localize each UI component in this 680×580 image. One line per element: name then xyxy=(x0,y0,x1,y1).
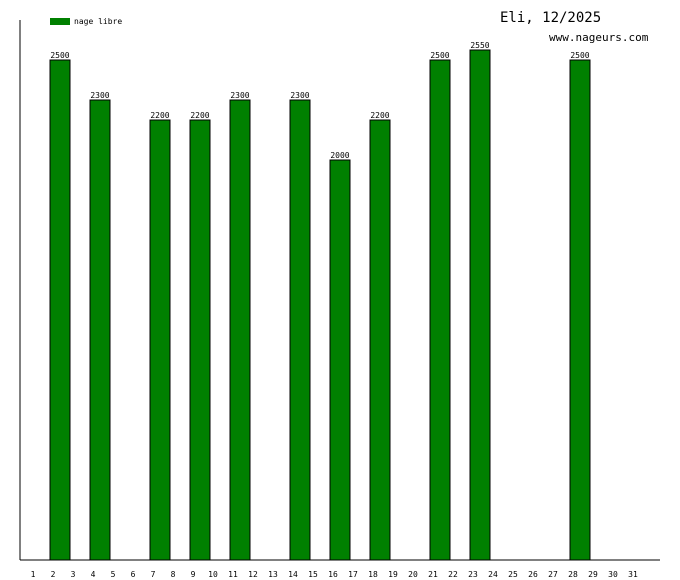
bar xyxy=(289,99,311,561)
x-tick-label: 30 xyxy=(608,570,618,579)
x-tick-label: 15 xyxy=(308,570,318,579)
x-tick-label: 29 xyxy=(588,570,598,579)
x-tick-label: 20 xyxy=(408,570,418,579)
bar xyxy=(229,99,251,561)
x-tick-label: 22 xyxy=(448,570,458,579)
bar-value-label: 2500 xyxy=(570,51,589,60)
x-tick-label: 28 xyxy=(568,570,578,579)
x-tick-label: 10 xyxy=(208,570,218,579)
x-tick-label: 23 xyxy=(468,570,478,579)
x-tick-label: 2 xyxy=(51,570,56,579)
x-tick-label: 14 xyxy=(288,570,298,579)
bar-value-label: 2500 xyxy=(50,51,69,60)
bar-value-label: 2500 xyxy=(430,51,449,60)
x-tick-label: 26 xyxy=(528,570,538,579)
bar-value-label: 2300 xyxy=(290,91,309,100)
x-tick-label: 12 xyxy=(248,570,258,579)
bar-value-label: 2550 xyxy=(470,41,489,50)
x-tick-label: 4 xyxy=(91,570,96,579)
x-tick-label: 6 xyxy=(131,570,136,579)
bar-value-label: 2000 xyxy=(330,151,349,160)
bar-value-label: 2200 xyxy=(190,111,209,120)
x-tick-label: 16 xyxy=(328,570,338,579)
x-tick-label: 3 xyxy=(71,570,76,579)
bar-value-label: 2200 xyxy=(370,111,389,120)
bar xyxy=(89,99,111,561)
bar-value-label: 2300 xyxy=(230,91,249,100)
x-tick-label: 9 xyxy=(191,570,196,579)
bar-value-label: 2300 xyxy=(90,91,109,100)
x-tick-label: 19 xyxy=(388,570,398,579)
bar xyxy=(369,119,391,561)
legend: nage libre xyxy=(50,17,122,26)
x-tick-label: 17 xyxy=(348,570,358,579)
chart-subtitle: www.nageurs.com xyxy=(549,31,649,44)
x-tick-label: 25 xyxy=(508,570,518,579)
bar xyxy=(149,119,171,561)
bar xyxy=(49,59,71,561)
x-tick-label: 13 xyxy=(268,570,278,579)
x-tick-label: 27 xyxy=(548,570,558,579)
bar-value-label: 2200 xyxy=(150,111,169,120)
x-tick-label: 7 xyxy=(151,570,156,579)
bar xyxy=(329,159,351,561)
x-tick-label: 21 xyxy=(428,570,438,579)
bar xyxy=(469,49,491,561)
x-tick-label: 24 xyxy=(488,570,498,579)
x-tick-label: 11 xyxy=(228,570,238,579)
x-tick-label: 8 xyxy=(171,570,176,579)
legend-label: nage libre xyxy=(74,17,123,26)
bar xyxy=(569,59,591,561)
x-tick-label: 5 xyxy=(111,570,116,579)
chart-title: Eli, 12/2025 xyxy=(500,10,602,26)
legend-swatch xyxy=(50,18,70,25)
x-tick-label: 31 xyxy=(628,570,638,579)
x-tick-label: 1 xyxy=(31,570,36,579)
x-tick-label: 18 xyxy=(368,570,378,579)
bar xyxy=(189,119,211,561)
bar xyxy=(429,59,451,561)
